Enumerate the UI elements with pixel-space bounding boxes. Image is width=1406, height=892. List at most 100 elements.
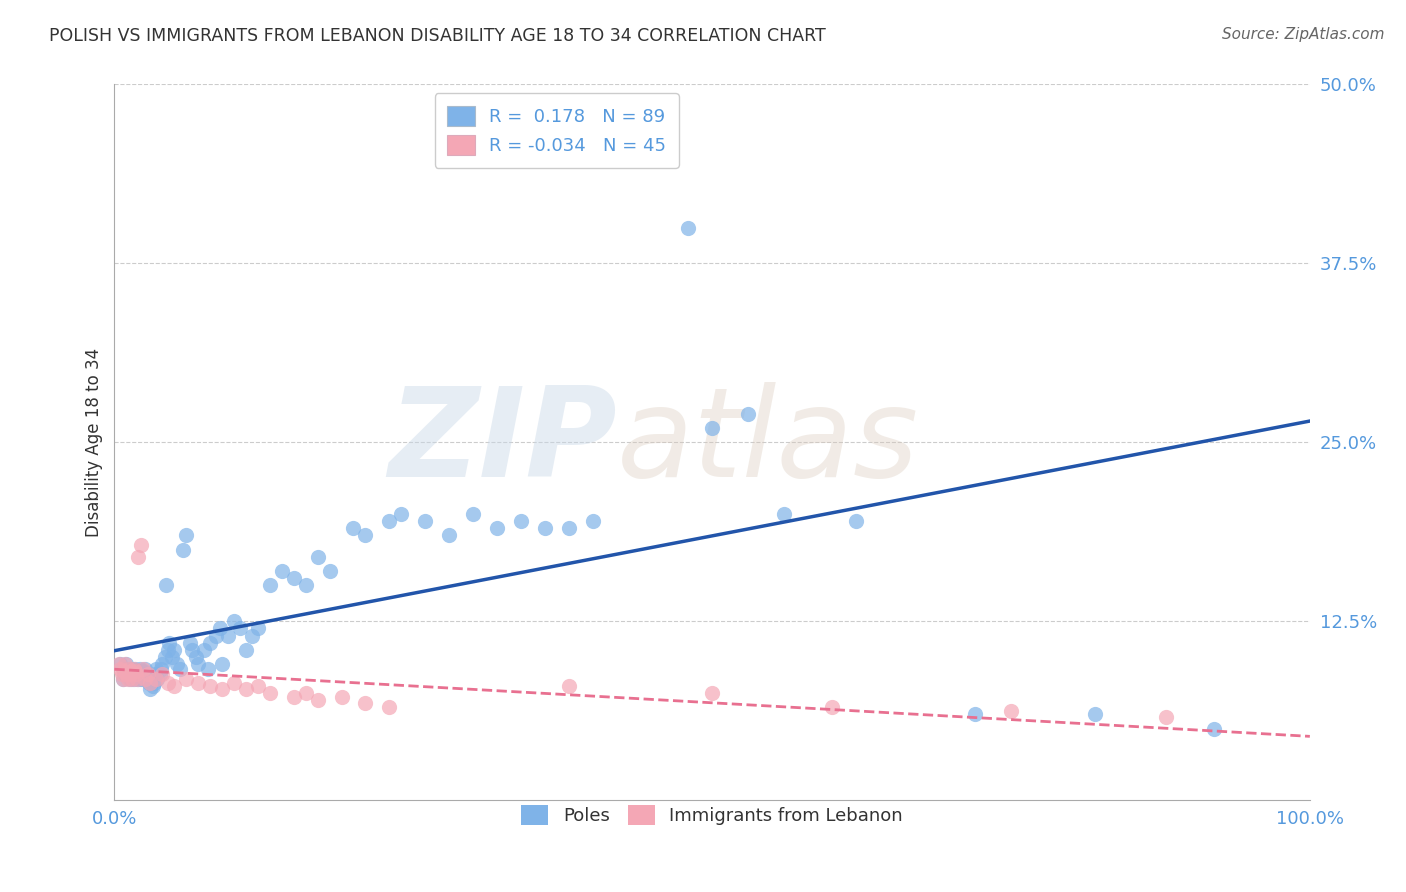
Point — [283, 571, 305, 585]
Point — [205, 629, 228, 643]
Point — [110, 667, 132, 681]
Point — [114, 657, 136, 672]
Point — [1156, 710, 1178, 724]
Point — [628, 142, 651, 156]
Point — [330, 690, 353, 705]
Point — [172, 542, 194, 557]
Point — [307, 549, 329, 564]
Point — [509, 514, 531, 528]
Point — [118, 665, 141, 679]
Point — [198, 636, 221, 650]
Point — [145, 661, 167, 675]
Point — [125, 667, 148, 681]
Text: ZIP: ZIP — [388, 382, 616, 503]
Point — [174, 672, 197, 686]
Point — [115, 667, 138, 681]
Point — [131, 667, 153, 681]
Point — [235, 681, 257, 696]
Point — [821, 700, 844, 714]
Point — [179, 636, 201, 650]
Point — [259, 686, 281, 700]
Point — [141, 672, 163, 686]
Point — [181, 643, 204, 657]
Point — [139, 676, 162, 690]
Point — [134, 661, 156, 675]
Point — [120, 665, 142, 679]
Point — [676, 220, 699, 235]
Text: Source: ZipAtlas.com: Source: ZipAtlas.com — [1222, 27, 1385, 42]
Point — [139, 681, 162, 696]
Point — [1000, 705, 1022, 719]
Point — [150, 657, 173, 672]
Point — [193, 643, 215, 657]
Point — [342, 521, 364, 535]
Point — [112, 665, 135, 679]
Point — [1204, 722, 1226, 736]
Point — [146, 672, 169, 686]
Point — [1084, 707, 1107, 722]
Point — [700, 421, 723, 435]
Point — [307, 693, 329, 707]
Point — [142, 679, 165, 693]
Point — [155, 578, 177, 592]
Point — [157, 636, 180, 650]
Point — [122, 672, 145, 686]
Point — [138, 676, 160, 690]
Point — [153, 650, 176, 665]
Point — [136, 667, 159, 681]
Point — [118, 672, 141, 686]
Point — [143, 667, 166, 681]
Point — [211, 657, 233, 672]
Point — [132, 661, 155, 675]
Point — [235, 643, 257, 657]
Point — [246, 622, 269, 636]
Point — [283, 690, 305, 705]
Point — [354, 696, 377, 710]
Point — [108, 657, 131, 672]
Point — [117, 672, 139, 686]
Point — [115, 661, 138, 675]
Point — [211, 681, 233, 696]
Point — [118, 661, 141, 675]
Point — [240, 629, 263, 643]
Point — [773, 507, 796, 521]
Point — [114, 667, 136, 681]
Point — [157, 643, 180, 657]
Point — [127, 665, 149, 679]
Point — [160, 650, 183, 665]
Point — [270, 564, 292, 578]
Point — [127, 672, 149, 686]
Point — [318, 564, 340, 578]
Point — [557, 679, 579, 693]
Point — [389, 507, 412, 521]
Point — [136, 667, 159, 681]
Point — [965, 707, 987, 722]
Legend: Poles, Immigrants from Lebanon: Poles, Immigrants from Lebanon — [512, 797, 912, 834]
Point — [115, 657, 138, 672]
Point — [533, 521, 555, 535]
Point — [246, 679, 269, 693]
Point — [437, 528, 460, 542]
Point — [134, 672, 156, 686]
Point — [145, 672, 167, 686]
Point — [166, 657, 188, 672]
Point — [581, 514, 603, 528]
Point — [128, 661, 150, 675]
Point — [294, 578, 316, 592]
Point — [142, 676, 165, 690]
Point — [110, 661, 132, 675]
Point — [845, 514, 868, 528]
Point — [187, 676, 209, 690]
Point — [118, 667, 141, 681]
Point — [135, 672, 157, 686]
Point — [117, 667, 139, 681]
Point — [121, 665, 143, 679]
Point — [700, 686, 723, 700]
Point — [111, 672, 134, 686]
Point — [111, 672, 134, 686]
Point — [294, 686, 316, 700]
Point — [122, 661, 145, 675]
Point — [124, 665, 146, 679]
Point — [378, 514, 401, 528]
Point — [461, 507, 484, 521]
